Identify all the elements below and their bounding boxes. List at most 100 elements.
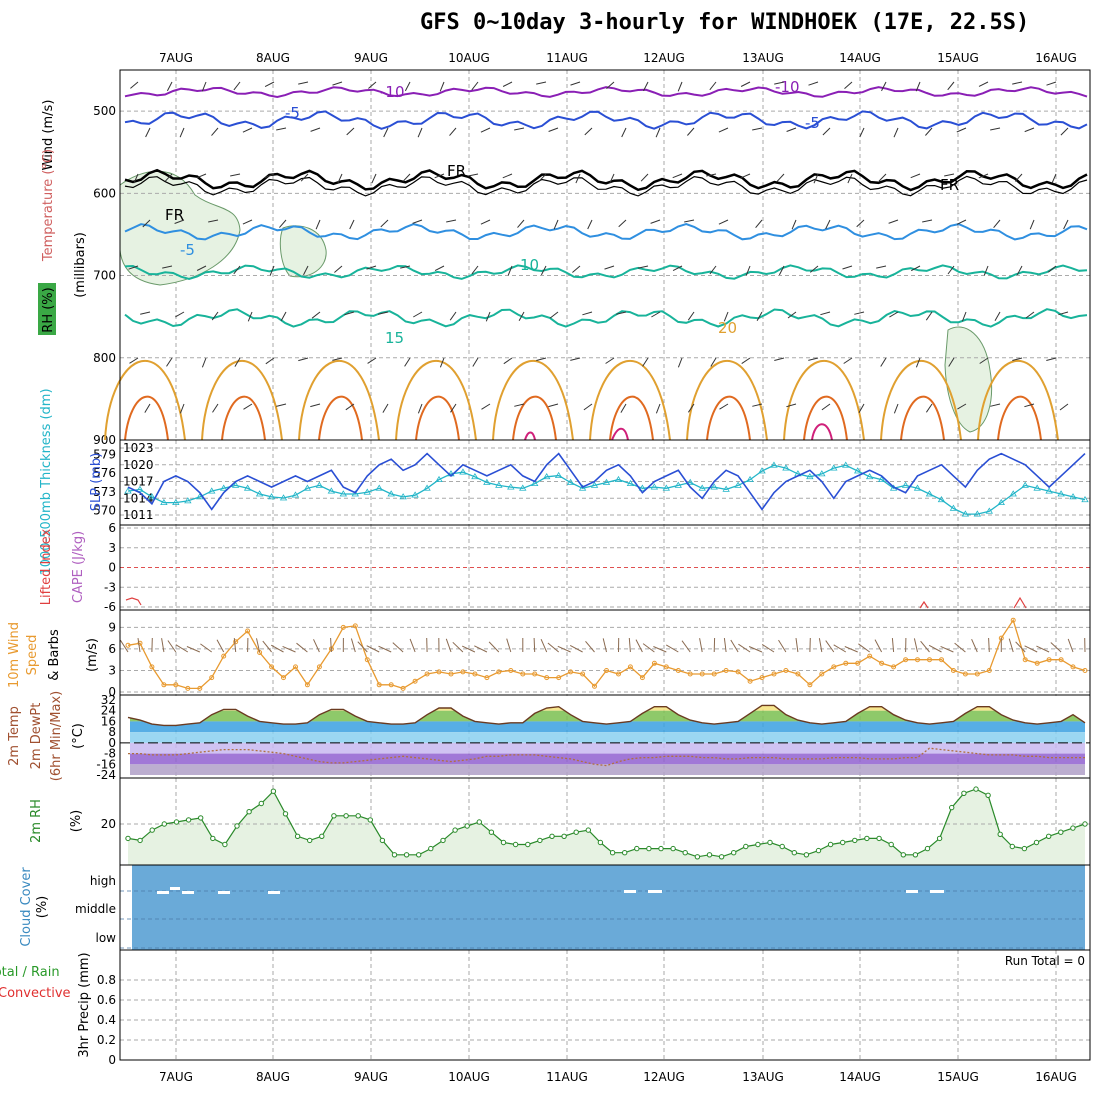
wind-barb bbox=[774, 81, 785, 85]
wind-barb bbox=[200, 643, 212, 653]
wind-barb bbox=[547, 642, 560, 653]
wind-barb bbox=[684, 219, 695, 223]
precip-tick-label: 0.2 bbox=[97, 1033, 116, 1047]
top-day-label: 9AUG bbox=[354, 51, 388, 65]
rh-marker bbox=[658, 845, 664, 852]
thickness-marker bbox=[949, 504, 958, 511]
rh-legend-box bbox=[38, 283, 56, 335]
thickness-marker bbox=[925, 490, 934, 497]
cloud-patch bbox=[170, 887, 180, 890]
temperature-contour-20 bbox=[783, 359, 865, 441]
temperature-tick-label: 16 bbox=[101, 714, 116, 728]
rh-marker bbox=[403, 852, 410, 858]
wind-speed-marker bbox=[1034, 660, 1040, 666]
wind-barb bbox=[201, 357, 207, 368]
wind-speed-marker bbox=[173, 682, 179, 688]
wind-speed-marker bbox=[616, 671, 621, 677]
wind-barb bbox=[787, 311, 797, 319]
wind-barb bbox=[990, 403, 1001, 407]
wind-barb bbox=[755, 219, 763, 229]
wind-barb bbox=[925, 311, 933, 321]
pressure-tick-label: 600 bbox=[93, 186, 116, 200]
rh-marker bbox=[1082, 821, 1088, 827]
cloud-units-axis-label: (%) bbox=[35, 896, 50, 919]
wind-speed-marker bbox=[795, 671, 801, 677]
thickness-marker bbox=[184, 497, 192, 504]
wind-barb bbox=[434, 265, 445, 272]
wind-speed-marker bbox=[939, 657, 944, 663]
wind-barb bbox=[874, 639, 883, 653]
top-day-label: 8AUG bbox=[256, 51, 290, 65]
wind-barb bbox=[378, 311, 389, 315]
wind-speed-marker bbox=[281, 675, 286, 681]
wind-barb bbox=[888, 219, 899, 224]
bottom-day-label: 15AUG bbox=[937, 1070, 979, 1084]
wind-barb bbox=[978, 173, 989, 179]
wind-barb bbox=[357, 641, 368, 653]
temperature-contour-25 bbox=[706, 395, 751, 441]
wind-barb bbox=[821, 403, 831, 411]
wind-barb bbox=[233, 638, 237, 653]
thickness-marker bbox=[578, 484, 587, 491]
bottom-day-label: 14AUG bbox=[839, 1070, 881, 1084]
slp-line bbox=[127, 452, 1086, 511]
thickness-marker bbox=[877, 475, 886, 483]
slp-tick-label: 1014 bbox=[123, 491, 154, 505]
rh-marker bbox=[961, 790, 967, 796]
wind-barb bbox=[723, 638, 727, 653]
wind-barb bbox=[825, 640, 835, 653]
top-day-label: 16AUG bbox=[1035, 51, 1077, 65]
wind-barb bbox=[947, 81, 955, 91]
wind-barb bbox=[808, 81, 819, 86]
top-day-label: 10AUG bbox=[448, 51, 490, 65]
wind-barb bbox=[346, 127, 355, 136]
rh-marker bbox=[622, 850, 628, 856]
wind-tick-label: 3 bbox=[108, 663, 116, 677]
thickness-marker bbox=[973, 510, 982, 517]
temperature-tick-label: -16 bbox=[96, 757, 116, 771]
wind-barb bbox=[233, 265, 241, 275]
wind-barb bbox=[417, 403, 423, 414]
wind-barb bbox=[856, 219, 865, 228]
wind-speed-marker bbox=[950, 668, 956, 673]
chart-title: GFS 0~10day 3-hourly for WINDHOEK (17E, … bbox=[420, 10, 1030, 35]
bottom-day-label: 9AUG bbox=[354, 1070, 388, 1084]
cloud-patch bbox=[624, 890, 636, 893]
wind-barb bbox=[137, 638, 141, 653]
wind-barb bbox=[584, 127, 593, 136]
cloud-patch bbox=[906, 890, 918, 893]
wind-barb bbox=[269, 265, 275, 276]
temperature-band bbox=[130, 753, 1085, 765]
bottom-day-label: 13AUG bbox=[742, 1070, 784, 1084]
top-day-label: 13AUG bbox=[742, 51, 784, 65]
wind-speed-marker bbox=[1022, 657, 1028, 663]
wind-speed-marker bbox=[735, 669, 741, 675]
cloud-level-label: low bbox=[96, 931, 117, 945]
wind-barb bbox=[265, 357, 275, 365]
rh-marker bbox=[597, 839, 604, 846]
wind-tick-label: 0 bbox=[108, 685, 116, 699]
precip-tick-label: 0.4 bbox=[97, 1013, 116, 1027]
rh-shaded-region bbox=[119, 170, 241, 286]
thickness-marker bbox=[399, 493, 407, 500]
wind-barb bbox=[378, 645, 392, 653]
thickness-marker bbox=[172, 498, 180, 506]
thickness-marker bbox=[818, 470, 826, 477]
cloud-patch bbox=[182, 891, 194, 894]
rh-marker bbox=[549, 833, 555, 839]
wind-barb bbox=[628, 637, 631, 653]
wind-barb bbox=[655, 127, 661, 138]
temperature-contour-minus5 bbox=[124, 110, 1088, 130]
temperature-tick-label: 24 bbox=[101, 704, 116, 718]
wind-speed-marker bbox=[293, 664, 298, 670]
lifted-tick-label: -6 bbox=[104, 600, 116, 614]
thickness-marker bbox=[1009, 490, 1017, 497]
thickness-marker bbox=[686, 478, 694, 485]
temperature-contour-25 bbox=[124, 395, 169, 441]
wind-barb bbox=[618, 219, 627, 228]
wind-barb bbox=[1047, 265, 1057, 273]
wind-barb bbox=[1063, 219, 1069, 230]
total-rain-label: Total / Rain bbox=[0, 965, 60, 980]
temperature-contour-15 bbox=[124, 308, 1088, 328]
wind-barb bbox=[404, 81, 411, 92]
